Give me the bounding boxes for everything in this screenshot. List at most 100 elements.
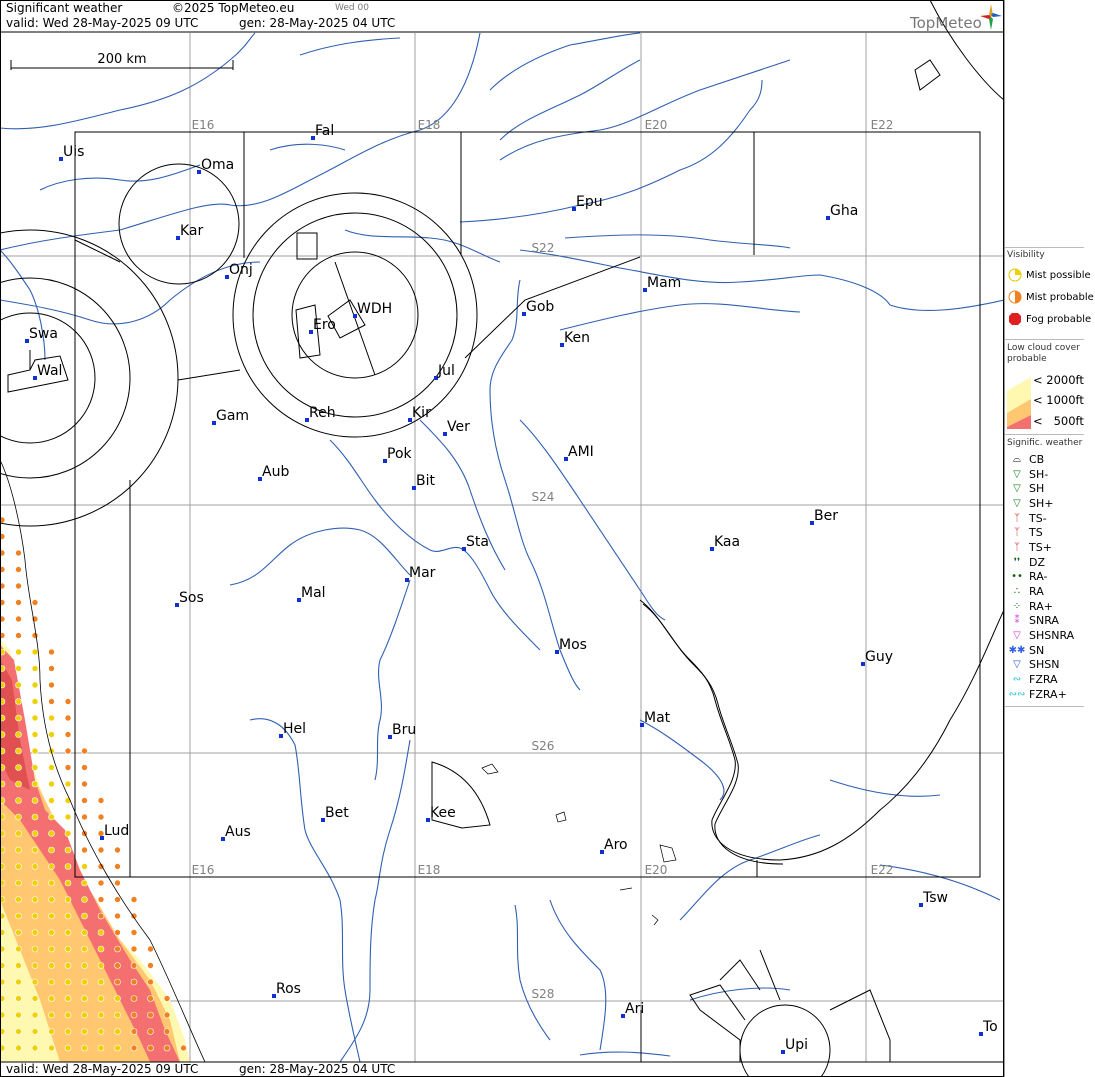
city-label: Oma <box>201 157 234 173</box>
city-marker-icon <box>212 421 216 425</box>
city-marker-icon <box>564 457 568 461</box>
city-aro: Aro <box>600 837 628 854</box>
city-label: Ber <box>814 508 838 524</box>
city-marker-icon <box>305 418 309 422</box>
city-ken: Ken <box>560 330 590 347</box>
legend-label: SN <box>1029 643 1045 657</box>
legend-cb: ⌓ CB <box>1005 452 1095 467</box>
city-fal: Fal <box>311 123 334 140</box>
city-label: Ero <box>313 317 336 333</box>
map-title: Significant weather <box>6 1 123 15</box>
city-label: Ari <box>625 1001 644 1017</box>
city-epu: Epu <box>572 194 603 211</box>
fog-probable-icon <box>1009 313 1021 325</box>
city-gob: Gob <box>522 299 554 316</box>
legend-label: TS <box>1029 526 1043 540</box>
city-kir: Kir <box>408 405 431 422</box>
city-upi: Upi <box>781 1037 808 1054</box>
city-sta: Sta <box>462 534 489 551</box>
city-sos: Sos <box>175 590 204 607</box>
city-mos: Mos <box>555 637 587 654</box>
city-jul: Jul <box>434 363 455 380</box>
city-kar: Kar <box>176 223 204 240</box>
city-label: Mal <box>301 585 326 601</box>
gen-time: gen: 28-May-2025 04 UTC <box>239 16 396 30</box>
lon-label: E22 <box>871 863 894 877</box>
city-marker-icon <box>225 275 229 279</box>
city-ero: Ero <box>309 317 336 334</box>
low-cloud-scale: < 2000ft < 1000ft < 500ft <box>1005 369 1095 429</box>
city-label: Sta <box>466 534 489 550</box>
snow-rain-icon: ⁑ <box>1014 615 1020 627</box>
legend-snra: ⁑ SNRA <box>1005 614 1095 629</box>
city-label: Ken <box>564 330 590 346</box>
city-label: Gam <box>216 408 249 424</box>
freezing-rain-heavy-icon: ∾∾ <box>1008 688 1026 700</box>
city-label: Gob <box>526 299 554 315</box>
legend-ra-: •• RA- <box>1005 570 1095 585</box>
lon-label: E20 <box>645 863 668 877</box>
city-marker-icon <box>100 836 104 840</box>
city-marker-icon <box>919 903 923 907</box>
snow-icon: ✱✱ <box>1008 644 1026 656</box>
city-wal: Wal <box>33 363 62 380</box>
city-marker-icon <box>810 521 814 525</box>
lon-label: E16 <box>192 118 215 132</box>
city-marker-icon <box>443 432 447 436</box>
legend-sh-: ▽ SH- <box>1005 467 1095 482</box>
city-label: Jul <box>437 363 455 379</box>
city-ari: Ari <box>621 1001 644 1018</box>
city-marker-icon <box>434 376 438 380</box>
city-reh: Reh <box>305 405 336 422</box>
legend-mist-probable: Mist probable <box>1005 286 1095 308</box>
lon-label: E22 <box>871 118 894 132</box>
drizzle-icon: ❜❜ <box>1013 556 1021 568</box>
city-uis: Uis <box>59 144 84 161</box>
city-layer: Uis Fal Oma Kar Epu Gha Onj Mam Swa Gob WDH Ero Ken W… <box>25 123 998 1054</box>
city-mam: Mam <box>643 275 681 292</box>
legend-sh-: ▽ SH+ <box>1005 496 1095 511</box>
legend-ts-: ᛉ TS+ <box>1005 540 1095 555</box>
rain-light-icon: •• <box>1011 571 1023 583</box>
thunderstorm-icon: ᛉ <box>1014 527 1020 539</box>
city-onj: Onj <box>225 262 253 279</box>
city-label: Swa <box>29 326 58 342</box>
city-marker-icon <box>600 850 604 854</box>
city-kee: Kee <box>426 805 456 822</box>
city-marker-icon <box>462 547 466 551</box>
city-marker-icon <box>176 236 180 240</box>
city-label: Kee <box>430 805 456 821</box>
city-marker-icon <box>279 734 283 738</box>
legend-ts: ᛉ TS <box>1005 525 1095 540</box>
city-label: Hel <box>283 721 306 737</box>
city-aub: Aub <box>258 464 289 481</box>
city-marker-icon <box>621 1014 625 1018</box>
shower-icon: ▽ <box>1013 483 1021 495</box>
legend-label: RA <box>1029 585 1044 599</box>
legend-fzra: ∾ FZRA <box>1005 672 1095 687</box>
city-marker-icon <box>826 216 830 220</box>
city-marker-icon <box>33 376 37 380</box>
city-label: Kir <box>412 405 431 421</box>
legend-label: SHSN <box>1029 658 1060 672</box>
legend-shsn: ▽ SHSN <box>1005 658 1095 673</box>
city-swa: Swa <box>25 326 58 343</box>
city-marker-icon <box>426 818 430 822</box>
freezing-rain-icon: ∾ <box>1012 674 1022 686</box>
city-marker-icon <box>197 170 201 174</box>
thunderstorm-heavy-icon: ᛉ <box>1014 541 1020 553</box>
city-label: Aub <box>262 464 289 480</box>
city-label: Epu <box>576 194 603 210</box>
city-label: Kaa <box>714 534 740 550</box>
city-label: Ver <box>447 419 470 435</box>
thunderstorm-light-icon: ᛉ <box>1014 512 1020 524</box>
city-ros: Ros <box>272 981 301 998</box>
city-label: Lud <box>104 823 129 839</box>
low-cloud-legend-title: Low cloud cover probable <box>1007 343 1080 364</box>
city-wdh: WDH <box>353 301 392 318</box>
city-label: Uis <box>63 144 84 160</box>
lon-label: E18 <box>418 118 441 132</box>
city-label: Guy <box>865 649 893 665</box>
legend-label: FZRA <box>1029 673 1058 687</box>
legend-label: CB <box>1029 452 1045 466</box>
